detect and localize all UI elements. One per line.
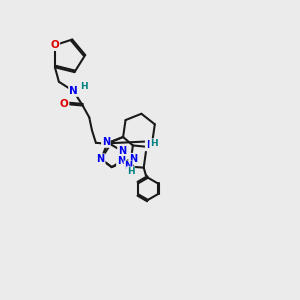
- Text: H: H: [127, 167, 134, 176]
- Text: H: H: [150, 139, 158, 148]
- Text: H: H: [80, 82, 87, 91]
- Text: N: N: [129, 154, 137, 164]
- Text: N: N: [69, 86, 78, 96]
- Text: N: N: [146, 140, 154, 150]
- Text: O: O: [60, 99, 68, 109]
- Text: O: O: [50, 40, 59, 50]
- Text: N: N: [102, 137, 110, 147]
- Text: N: N: [124, 161, 133, 171]
- Text: N: N: [97, 154, 105, 164]
- Text: N: N: [118, 146, 126, 156]
- Text: N: N: [117, 156, 125, 166]
